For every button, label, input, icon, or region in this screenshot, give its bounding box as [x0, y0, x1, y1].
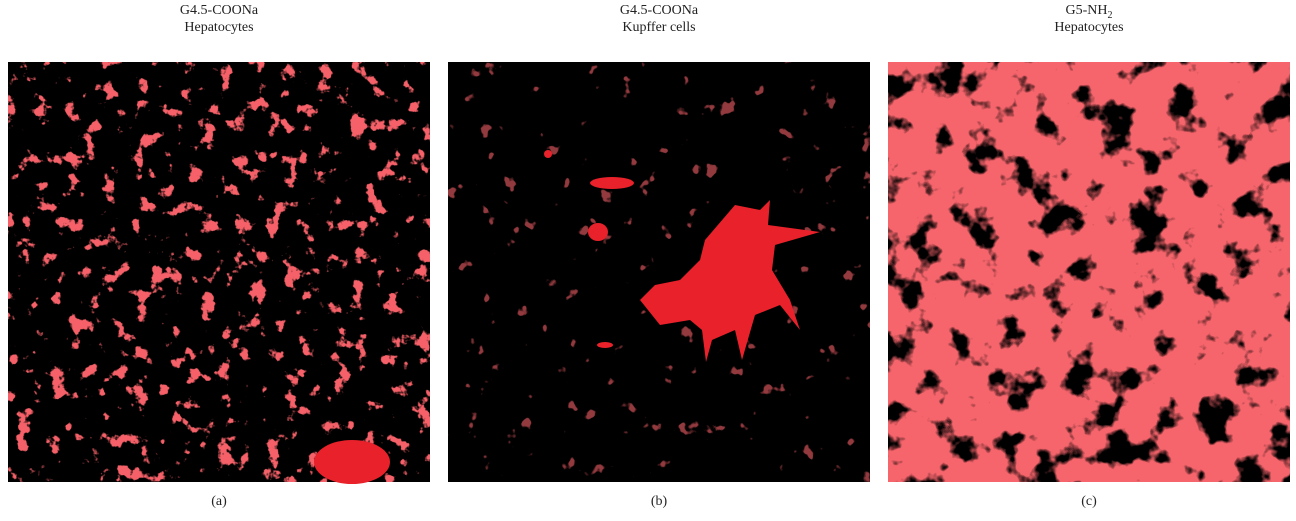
panel-title: Hepatocytes	[1054, 20, 1123, 35]
panel-caption: (b)	[651, 494, 668, 509]
fluorescence	[888, 62, 1290, 482]
title-main: G5-NH	[1066, 3, 1108, 18]
kupffer-cell	[544, 150, 820, 362]
panel-title: Kupffer cells	[622, 20, 695, 35]
fluorescence	[8, 62, 430, 482]
panel-caption: (c)	[1081, 494, 1097, 509]
panel-title: Hepatocytes	[184, 20, 253, 35]
panel-title: G5-NH2	[1066, 3, 1113, 21]
title-subscript: 2	[1108, 10, 1113, 21]
fluorescence-blob	[314, 440, 390, 484]
panel-caption: (a)	[211, 494, 227, 509]
fluorescence	[448, 62, 870, 482]
panel-title: G4.5-COONa	[620, 3, 699, 18]
panel-title: G4.5-COONa	[180, 3, 259, 18]
